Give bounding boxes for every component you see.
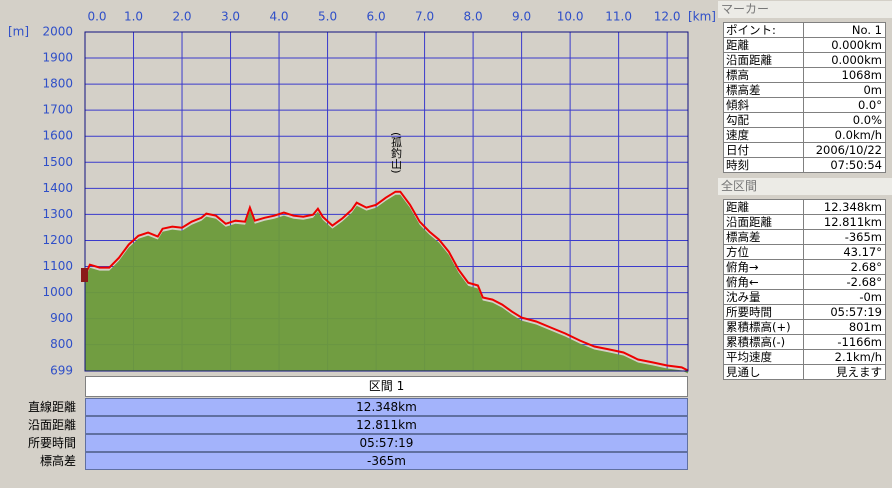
x-tick-label: 10.0 [557,10,584,24]
x-tick-label: 3.0 [221,10,240,24]
profile-chart: [m] [km] 699 800 900 1000 1100 1200 1300 1400 15… [8,10,716,378]
panel-value: 0.000km [803,52,886,68]
panel-value: 0.000km [803,37,886,53]
segment-header: 区間 1 [85,376,688,397]
panel-value: 12.811km [803,214,886,230]
panel-label: 沿面距離 [723,214,804,230]
panel-title: 全区間 [718,178,892,195]
x-tick-label: 5.0 [318,10,337,24]
panel-label: 傾斜 [723,97,804,113]
panel-label: 沿面距離 [723,52,804,68]
panel-value: 1068m [803,67,886,83]
segment-label: 所要時間 [27,436,76,450]
x-tick-label: 7.0 [415,10,434,24]
segment-label: 標高差 [39,454,76,468]
y-tick-label: 699 [50,364,73,378]
panel-value: 2.1km/h [803,349,886,365]
panel-value: No. 1 [803,22,886,38]
panel-label: 勾配 [723,112,804,128]
panel-value: 見えます [803,364,886,380]
panel-value: 12.348km [803,199,886,215]
x-tick-label: 8.0 [464,10,483,24]
start-marker [81,268,88,282]
panel-label: 平均速度 [723,349,804,365]
x-tick-label: 6.0 [367,10,386,24]
panel-value: 43.17° [803,244,886,260]
segment-value: 12.348km [85,398,688,416]
y-unit: [m] [8,25,29,39]
x-tick-label: 12.0 [654,10,681,24]
panel-label: ポイント: [723,22,804,38]
x-tick-label: 11.0 [605,10,632,24]
panel-value: 05:57:19 [803,304,886,320]
y-tick-label: 900 [50,311,73,325]
panel-label: 方位 [723,244,804,260]
panel-label: 所要時間 [723,304,804,320]
panel-label: 標高差 [723,229,804,245]
panel-value: -0m [803,289,886,305]
y-tick-label: 1300 [42,207,73,221]
y-tick-label: 800 [50,337,73,351]
x-tick-label: 2.0 [172,10,191,24]
segment-value: -365m [85,452,688,470]
x-tick-label: 0.0 [87,10,106,24]
segment-value: 05:57:19 [85,434,688,452]
y-tick-label: 1200 [42,233,73,247]
panel-label: 俯角← [723,274,804,290]
panel-value: -1166m [803,334,886,350]
panel-value: -2.68° [803,274,886,290]
y-tick-label: 1700 [42,103,73,117]
route-line [84,190,689,372]
terrain-area [85,194,688,374]
panel-label: 距離 [723,37,804,53]
y-tick-label: 1800 [42,77,73,91]
panel-value: 0.0% [803,112,886,128]
panel-label: 累積標高(-) [723,334,804,350]
x-tick-label: 9.0 [512,10,531,24]
panel-value: 07:50:54 [803,157,886,173]
x-unit: [km] [688,10,716,24]
y-tick-label: 1400 [42,181,73,195]
panel-label: 時刻 [723,157,804,173]
panel-value: 0.0° [803,97,886,113]
y-tick-label: 2000 [42,25,73,39]
panel-title: マーカー [718,1,892,18]
y-tick-label: 1900 [42,51,73,65]
y-tick-label: 1100 [42,259,73,273]
panel-label: 標高差 [723,82,804,98]
panel-label: 日付 [723,142,804,158]
panel-value: 801m [803,319,886,335]
y-tick-label: 1000 [42,285,73,299]
x-tick-label: 1.0 [124,10,143,24]
panel-label: 標高 [723,67,804,83]
panel-label: 俯角→ [723,259,804,275]
panel-value: 0.0km/h [803,127,886,143]
panel-value: -365m [803,229,886,245]
panel-label: 見通し [723,364,804,380]
panel-label: 累積標高(+) [723,319,804,335]
y-tick-label: 1500 [42,155,73,169]
segment-label: 沿面距離 [27,418,76,432]
segment-label: 直線距離 [27,400,76,414]
panel-label: 速度 [723,127,804,143]
segment-value: 12.811km [85,416,688,434]
panel-label: 距離 [723,199,804,215]
panel-value: 2.68° [803,259,886,275]
annotation: (孤釣山) [389,132,402,174]
plot-area [84,31,689,372]
panel-label: 沈み量 [723,289,804,305]
x-tick-label: 4.0 [269,10,288,24]
panel-value: 2006/10/22 [803,142,886,158]
y-tick-label: 1600 [42,129,73,143]
panel-value: 0m [803,82,886,98]
